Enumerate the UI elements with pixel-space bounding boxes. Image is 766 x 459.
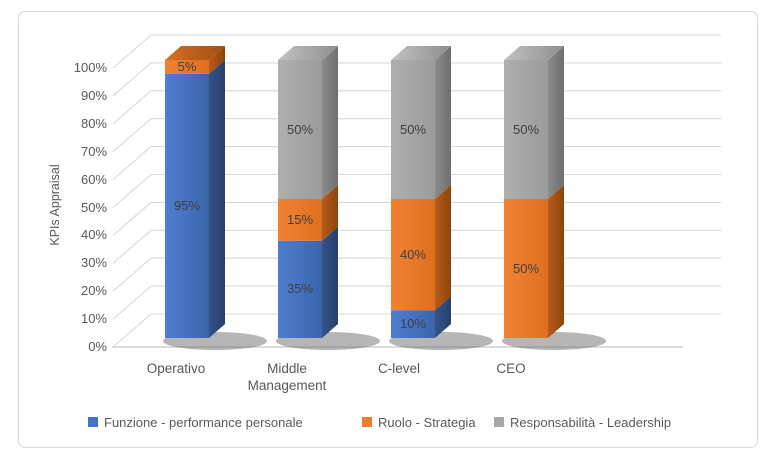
bar-segment-side[interactable] <box>322 185 338 241</box>
bar-segment[interactable] <box>504 199 548 338</box>
bar-segment[interactable] <box>504 60 548 199</box>
legend-item[interactable]: Funzione - performance personale <box>88 414 303 430</box>
bar-middle-management[interactable] <box>278 46 338 338</box>
legend-label: Funzione - performance personale <box>104 414 303 430</box>
bar-operativo[interactable] <box>165 46 225 339</box>
bar-segment[interactable] <box>391 310 435 338</box>
gridline <box>112 34 721 69</box>
bar-segment-side[interactable] <box>209 59 225 339</box>
bar-segment[interactable] <box>165 73 209 339</box>
bar-segment-side[interactable] <box>548 185 564 338</box>
bar-segment-side[interactable] <box>322 226 338 338</box>
bar-c-level[interactable] <box>391 46 451 338</box>
bar-segment[interactable] <box>278 240 322 338</box>
bar-segment[interactable] <box>165 60 209 74</box>
bar-segment-side[interactable] <box>548 46 564 199</box>
bar-segment-side[interactable] <box>435 296 451 338</box>
bar-segment[interactable] <box>278 199 322 241</box>
bar-segment-side[interactable] <box>435 46 451 199</box>
legend-swatch <box>494 417 504 427</box>
bar-segment-top[interactable] <box>165 46 225 60</box>
bar-segment[interactable] <box>391 199 435 311</box>
bar-segment-top[interactable] <box>391 46 451 60</box>
bar-ceo[interactable] <box>504 46 564 338</box>
bar-segment[interactable] <box>278 60 322 199</box>
bar-segment-side[interactable] <box>209 46 225 74</box>
legend-item[interactable]: Responsabilità - Leadership <box>494 414 671 430</box>
bar-segment-side[interactable] <box>322 46 338 199</box>
bar-segment-top[interactable] <box>504 46 564 60</box>
bar-segment-top[interactable] <box>278 46 338 60</box>
legend-swatch <box>88 417 98 427</box>
legend-label: Ruolo - Strategia <box>378 414 476 430</box>
bar-segment[interactable] <box>391 60 435 199</box>
bar-segment-side[interactable] <box>435 185 451 311</box>
legend-item[interactable]: Ruolo - Strategia <box>362 414 476 430</box>
legend-label: Responsabilità - Leadership <box>510 414 672 430</box>
chart-frame <box>18 11 758 448</box>
legend-swatch <box>362 417 372 427</box>
